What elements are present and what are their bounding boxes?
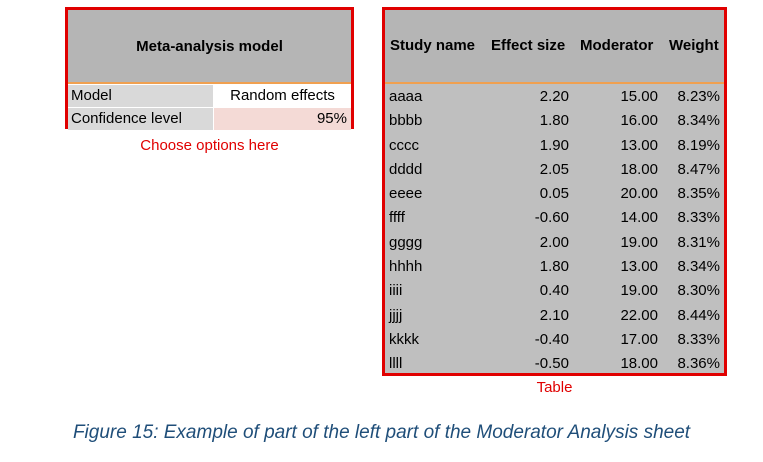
moderator-cell[interactable]: 13.00 (620, 136, 658, 154)
effect-size-cell[interactable]: 1.80 (539, 258, 569, 276)
confidence-input[interactable]: 95% (214, 108, 351, 130)
table-row[interactable]: dddd 2.05 18.00 8.47% (385, 159, 724, 183)
weight-cell[interactable]: 8.33% (677, 330, 720, 348)
moderator-cell[interactable]: 15.00 (620, 88, 658, 105)
effect-size-cell[interactable]: -0.50 (534, 355, 569, 373)
choose-options-caption: Choose options here (140, 137, 279, 154)
column-header-moderator: Moderator (580, 37, 654, 54)
table-row[interactable]: eeee 0.05 20.00 8.35% (385, 183, 724, 207)
study-name-cell[interactable]: jjjj (389, 306, 403, 324)
weight-cell[interactable]: 8.19% (677, 136, 720, 154)
model-label: Model (68, 85, 214, 107)
effect-size-cell[interactable]: 2.20 (539, 88, 569, 105)
moderator-cell[interactable]: 19.00 (620, 282, 658, 300)
weight-cell[interactable]: 8.23% (677, 88, 720, 105)
options-panel: Meta-analysis model Model Random effects… (65, 7, 354, 130)
effect-size-cell[interactable]: 0.40 (539, 282, 569, 300)
weight-cell[interactable]: 8.30% (677, 282, 720, 300)
study-name-cell[interactable]: ffff (389, 209, 405, 227)
moderator-cell[interactable]: 17.00 (620, 330, 658, 348)
table-body: aaaa 2.20 15.00 8.23% bbbb 1.80 16.00 8.34% cccc… (385, 86, 724, 378)
confidence-row: Confidence level 95% (68, 108, 351, 130)
confidence-label: Confidence level (68, 108, 214, 130)
study-name-cell[interactable]: iiii (389, 282, 403, 300)
study-name-cell[interactable]: hhhh (389, 258, 423, 276)
weight-cell[interactable]: 8.47% (677, 160, 720, 178)
weight-cell[interactable]: 8.44% (677, 306, 720, 324)
table-header: Study name Effect size Moderator Weight (385, 10, 724, 84)
study-name-cell[interactable]: dddd (389, 160, 423, 178)
table-row[interactable]: ffff -0.60 14.00 8.33% (385, 207, 724, 231)
effect-size-cell[interactable]: 2.10 (539, 306, 569, 324)
study-name-cell[interactable]: llll (389, 355, 403, 373)
study-name-cell[interactable]: eeee (389, 185, 423, 203)
weight-cell[interactable]: 8.34% (677, 258, 720, 276)
moderator-cell[interactable]: 18.00 (620, 355, 658, 373)
table-row[interactable]: gggg 2.00 19.00 8.31% (385, 232, 724, 256)
study-name-cell[interactable]: kkkk (389, 330, 419, 348)
effect-size-cell[interactable]: 1.90 (539, 136, 569, 154)
weight-cell[interactable]: 8.36% (677, 355, 720, 373)
table-caption: Table (536, 379, 573, 396)
table-row[interactable]: aaaa 2.20 15.00 8.23% (385, 86, 724, 110)
column-header-weight: Weight (669, 37, 719, 54)
weight-cell[interactable]: 8.31% (677, 233, 720, 251)
table-row[interactable]: hhhh 1.80 13.00 8.34% (385, 256, 724, 280)
options-header: Meta-analysis model (68, 10, 351, 84)
model-row: Model Random effects (68, 85, 351, 108)
effect-size-cell[interactable]: 2.05 (539, 160, 569, 178)
weight-cell[interactable]: 8.34% (677, 112, 720, 130)
moderator-cell[interactable]: 20.00 (620, 185, 658, 203)
moderator-cell[interactable]: 16.00 (620, 112, 658, 130)
effect-size-cell[interactable]: 2.00 (539, 233, 569, 251)
column-header-study-name: Study name (390, 37, 476, 54)
weight-cell[interactable]: 8.35% (677, 185, 720, 203)
study-name-cell[interactable]: gggg (389, 233, 423, 251)
table-row[interactable]: jjjj 2.10 22.00 8.44% (385, 305, 724, 329)
study-name-cell[interactable]: aaaa (389, 88, 423, 105)
table-row[interactable]: iiii 0.40 19.00 8.30% (385, 280, 724, 304)
table-row[interactable]: kkkk -0.40 17.00 8.33% (385, 329, 724, 353)
table-row[interactable]: bbbb 1.80 16.00 8.34% (385, 110, 724, 134)
table-row[interactable]: cccc 1.90 13.00 8.19% (385, 135, 724, 159)
study-table: Study name Effect size Moderator Weight … (382, 7, 727, 376)
figure-caption: Figure 15: Example of part of the left p… (72, 422, 691, 443)
moderator-cell[interactable]: 18.00 (620, 160, 658, 178)
model-select[interactable]: Random effects (214, 85, 351, 107)
effect-size-cell[interactable]: -0.40 (534, 330, 569, 348)
weight-cell[interactable]: 8.33% (677, 209, 720, 227)
effect-size-cell[interactable]: 0.05 (539, 185, 569, 203)
effect-size-cell[interactable]: -0.60 (534, 209, 569, 227)
moderator-cell[interactable]: 13.00 (620, 258, 658, 276)
effect-size-cell[interactable]: 1.80 (539, 112, 569, 130)
study-name-cell[interactable]: bbbb (389, 112, 423, 130)
moderator-cell[interactable]: 22.00 (620, 306, 658, 324)
column-header-effect-size: Effect size (491, 37, 566, 54)
moderator-cell[interactable]: 14.00 (620, 209, 658, 227)
table-row[interactable]: llll -0.50 18.00 8.36% (385, 353, 724, 377)
study-name-cell[interactable]: cccc (389, 136, 419, 154)
moderator-cell[interactable]: 19.00 (620, 233, 658, 251)
